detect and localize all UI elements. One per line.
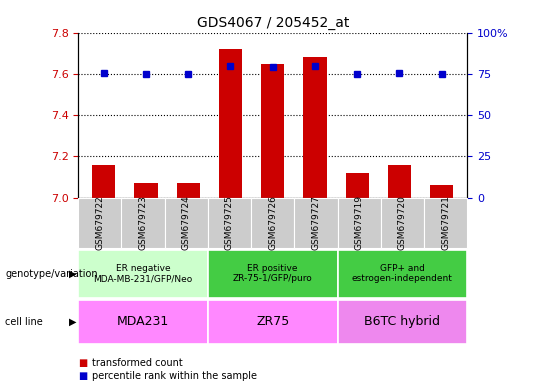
Text: ■: ■ <box>78 358 87 368</box>
Text: transformed count: transformed count <box>92 358 183 368</box>
Text: ■: ■ <box>78 371 87 381</box>
Text: percentile rank within the sample: percentile rank within the sample <box>92 371 257 381</box>
Text: ▶: ▶ <box>69 316 77 327</box>
Text: genotype/variation: genotype/variation <box>5 268 98 279</box>
Bar <box>219 49 242 198</box>
Text: ER positive
ZR-75-1/GFP/puro: ER positive ZR-75-1/GFP/puro <box>233 264 313 283</box>
Text: GSM679722: GSM679722 <box>96 195 104 250</box>
Text: GSM679726: GSM679726 <box>268 195 277 250</box>
Text: GSM679725: GSM679725 <box>225 195 234 250</box>
Text: ▶: ▶ <box>69 268 77 279</box>
Text: cell line: cell line <box>5 316 43 327</box>
Text: GSM679720: GSM679720 <box>398 195 407 250</box>
Text: GSM679723: GSM679723 <box>139 195 147 250</box>
Text: GSM679719: GSM679719 <box>355 195 363 250</box>
Title: GDS4067 / 205452_at: GDS4067 / 205452_at <box>197 16 349 30</box>
Text: GSM679724: GSM679724 <box>182 195 191 250</box>
Bar <box>92 165 115 198</box>
Bar <box>177 183 200 198</box>
Bar <box>388 165 411 198</box>
Bar <box>261 64 285 198</box>
Text: GFP+ and
estrogen-independent: GFP+ and estrogen-independent <box>352 264 453 283</box>
Text: GSM679727: GSM679727 <box>312 195 320 250</box>
Text: B6TC hybrid: B6TC hybrid <box>364 315 440 328</box>
Bar <box>346 173 369 198</box>
Bar <box>134 183 158 198</box>
Text: ZR75: ZR75 <box>256 315 289 328</box>
Text: GSM679721: GSM679721 <box>441 195 450 250</box>
Bar <box>303 58 327 198</box>
Text: ER negative
MDA-MB-231/GFP/Neo: ER negative MDA-MB-231/GFP/Neo <box>93 264 193 283</box>
Text: MDA231: MDA231 <box>117 315 169 328</box>
Bar <box>430 185 454 198</box>
